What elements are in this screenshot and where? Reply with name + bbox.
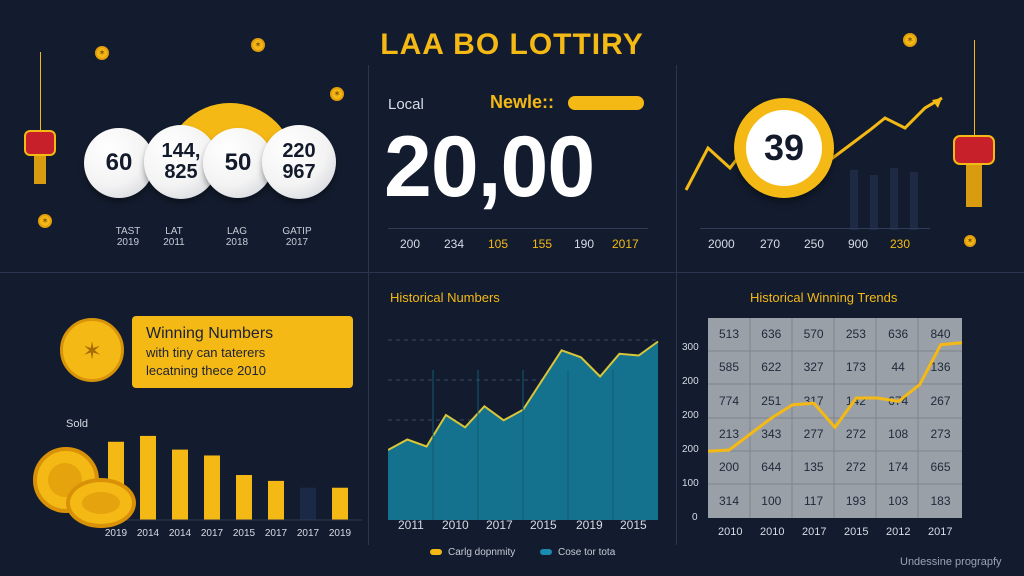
table-cell: 44: [891, 360, 905, 375]
table-cell: 570: [803, 327, 824, 341]
coin-icon: [251, 38, 265, 52]
ball-label-3: LAG 2018: [225, 226, 249, 248]
table-cell: 665: [930, 460, 951, 475]
winning-numbers-box: Winning Numbers with tiny can taterers l…: [132, 316, 353, 388]
coin-icon: [38, 214, 52, 228]
progress-pill: [568, 96, 644, 110]
table-cell: 343: [761, 426, 782, 441]
trends-x-ticks: 2010 2010 2017 2015 2012 2017: [718, 526, 953, 538]
table-cell: 100: [761, 493, 782, 508]
table-cell: 193: [845, 493, 866, 508]
ball-label-2: LAT 2011: [163, 226, 185, 248]
bar-x-tick: 2017: [297, 528, 320, 539]
table-cell: 277: [803, 426, 824, 441]
bar-chart: 2019 2014 2014 2017 2015 2017 2017 2019: [100, 435, 362, 539]
divider-left: [368, 65, 369, 545]
bar-x-tick: 2019: [105, 528, 128, 539]
coin-icon: [964, 235, 976, 247]
trends-line-overlay: [708, 341, 962, 453]
bar: [204, 455, 220, 520]
ball-label-1: TAST 2019: [115, 226, 141, 248]
table-cell: 327: [803, 360, 824, 375]
bar: [332, 487, 348, 520]
winning-numbers-line-1: with tiny can taterers: [146, 345, 266, 360]
bar-x-tick: 2017: [201, 528, 224, 539]
bar-x-tick: 2019: [329, 528, 352, 539]
table-cell: 251: [761, 393, 782, 408]
bar-x-tick: 2017: [265, 528, 288, 539]
table-cell: 840: [930, 327, 951, 341]
table-cell: 136: [930, 360, 951, 375]
table-cell: 272: [845, 426, 866, 441]
winning-numbers-line-2: lecatning thece 2010: [146, 363, 266, 378]
table-cell: 108: [888, 426, 909, 441]
lottery-ball-4: 220 967: [262, 125, 336, 199]
legend-swatch: [540, 549, 552, 555]
footer-credit: Undessine prograpfy: [900, 556, 1002, 568]
divider-middle: [0, 272, 1024, 273]
legend-item-1: Carlg dopnmity: [430, 546, 515, 558]
area-chart-title: Historical Numbers: [390, 290, 500, 305]
table-cell: 200: [718, 460, 740, 475]
bar: [268, 480, 284, 520]
table-cell: 272: [845, 460, 866, 475]
bar-x-tick: 2014: [137, 528, 160, 539]
lottery-ball-3: 50: [203, 128, 273, 198]
table-cell: 117: [804, 493, 824, 508]
lottery-ball-featured: 39: [734, 98, 834, 198]
big-number: 20,00: [384, 119, 595, 215]
bar: [140, 435, 156, 520]
bar-chart-ylabel: Sold: [66, 418, 89, 430]
bar-x-tick: 2015: [233, 528, 256, 539]
table-cell: 103: [888, 493, 909, 508]
trends-chart-title: Historical Winning Trends: [750, 290, 898, 305]
top-right-trend-chart: [684, 96, 943, 230]
bar: [172, 449, 188, 520]
legend-swatch: [430, 549, 442, 555]
table-cell: 183: [930, 493, 951, 508]
table-cell: 253: [845, 327, 866, 341]
winning-coin-icon: ✶: [60, 318, 124, 382]
trends-y-ticks: 300 200 200 200 100 0: [682, 342, 699, 523]
table-cell: 273: [930, 426, 951, 441]
ball-label-4: GATIP 2017: [282, 226, 312, 248]
table-cell: 314: [718, 493, 740, 508]
table-cell: 774: [718, 393, 740, 408]
area-chart: [388, 339, 659, 520]
page-title: LAA BO LOTTIRY: [380, 28, 644, 61]
area-chart-x-ticks: 2011 2010 2017 2015 2019 2015: [398, 518, 647, 532]
table-cell: 135: [803, 460, 824, 475]
table-cell: 622: [761, 360, 782, 375]
lottery-ball-1: 60: [84, 128, 154, 198]
table-cell: 644: [761, 460, 782, 475]
coin-icon: [330, 87, 344, 101]
coin-icon: [95, 46, 109, 60]
local-label: Local: [388, 96, 424, 113]
bar: [236, 475, 252, 520]
bar-x-tick: 2014: [169, 528, 192, 539]
table-cell: 173: [845, 360, 866, 375]
table-cell: 213: [718, 426, 740, 441]
trends-grid-lines: [708, 318, 962, 518]
legend-item-2: Cose tor tota: [540, 546, 615, 558]
table-cell: 267: [930, 393, 951, 408]
bar: [300, 487, 316, 520]
top-center-ticks: 200 234 105 155 190 2017: [388, 228, 648, 251]
newle-label: Newle::: [490, 92, 555, 112]
table-cell: 636: [888, 327, 909, 341]
table-cell: 636: [761, 327, 782, 341]
winning-numbers-title: Winning Numbers: [146, 325, 274, 342]
table-cell: 513: [718, 327, 740, 341]
coin-icon: [903, 33, 917, 47]
table-cell: 174: [888, 460, 909, 475]
table-cell: 585: [718, 360, 740, 375]
divider-right: [676, 65, 677, 545]
top-right-ticks: 2000 270 250 900 230: [700, 228, 930, 251]
